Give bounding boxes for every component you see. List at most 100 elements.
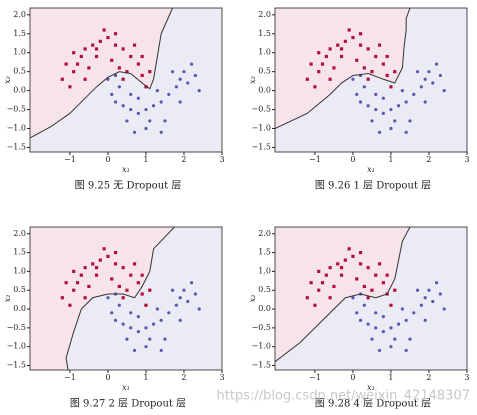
point xyxy=(189,62,194,66)
point xyxy=(72,288,76,292)
point xyxy=(148,337,152,341)
point xyxy=(328,47,332,51)
point xyxy=(381,330,385,334)
point xyxy=(374,326,378,330)
point xyxy=(140,73,144,78)
point xyxy=(442,89,446,93)
point xyxy=(404,100,408,104)
point xyxy=(148,70,152,74)
point xyxy=(132,262,137,266)
decision-boundary xyxy=(275,227,411,363)
point xyxy=(385,273,389,277)
point xyxy=(427,70,431,74)
point xyxy=(366,77,370,81)
point xyxy=(151,104,156,108)
point xyxy=(132,130,137,134)
x-axis-label: x₁ xyxy=(122,383,130,392)
point xyxy=(400,89,404,93)
point xyxy=(431,81,435,85)
point xyxy=(121,266,125,270)
point xyxy=(155,307,159,311)
point xyxy=(106,254,110,258)
point xyxy=(381,62,385,66)
point xyxy=(83,296,87,300)
point xyxy=(431,299,435,304)
point xyxy=(358,32,363,36)
point xyxy=(324,54,328,59)
point xyxy=(178,100,182,104)
point xyxy=(366,266,370,270)
panel: −1 0 1 2 3 −1.5 −1.0 −0.5 0.0 0.5 1.0 1.5 2.0 x₁ x₂ 图 9… xyxy=(3,226,225,410)
point xyxy=(113,318,118,322)
point xyxy=(117,303,121,307)
point xyxy=(358,250,363,255)
point xyxy=(148,288,152,292)
point xyxy=(324,273,328,277)
point xyxy=(178,77,182,81)
point xyxy=(189,281,194,285)
point xyxy=(182,288,186,292)
point xyxy=(148,119,152,123)
point xyxy=(113,100,118,104)
point xyxy=(393,288,397,292)
x-tick-label: 3 xyxy=(219,155,224,164)
x-tick-label: 1 xyxy=(388,155,393,164)
point xyxy=(362,303,366,307)
point xyxy=(79,54,83,59)
point xyxy=(423,77,427,81)
point xyxy=(336,262,340,266)
y-tick-label: 2.0 xyxy=(13,229,26,238)
point xyxy=(159,100,163,104)
point xyxy=(305,296,309,300)
point xyxy=(106,296,110,300)
point xyxy=(438,292,442,296)
point xyxy=(313,303,317,307)
y-axis-label: x₂ xyxy=(3,76,12,84)
point xyxy=(317,51,321,55)
point xyxy=(182,70,186,74)
x-tick-label: 2 xyxy=(181,373,186,382)
caption: 图 9.27 2 层 Dropout 层 xyxy=(70,398,186,410)
point xyxy=(83,47,87,51)
point xyxy=(144,326,148,330)
point xyxy=(396,322,401,326)
point xyxy=(129,54,133,59)
point xyxy=(129,273,133,277)
y-tick-label: −1.5 xyxy=(7,142,26,151)
point xyxy=(186,81,190,85)
point xyxy=(351,77,355,81)
point xyxy=(94,54,99,59)
point xyxy=(332,284,336,289)
y-tick-label: 2.0 xyxy=(13,10,26,19)
y-tick-label: 1.5 xyxy=(13,248,26,257)
point xyxy=(393,70,397,74)
point xyxy=(317,269,321,274)
point xyxy=(125,119,129,123)
point xyxy=(389,85,393,89)
x-axis-label: x₁ xyxy=(367,165,375,174)
caption: 图 9.25 无 Dropout 层 xyxy=(75,180,182,192)
point xyxy=(381,314,385,319)
point xyxy=(159,130,163,134)
x-tick-label: −1 xyxy=(309,373,321,382)
point xyxy=(347,28,351,32)
point xyxy=(423,100,427,104)
point xyxy=(72,70,76,74)
y-tick-label: 1.5 xyxy=(258,29,271,38)
point xyxy=(136,62,140,66)
point xyxy=(317,288,321,292)
point xyxy=(197,89,201,93)
point xyxy=(144,107,148,112)
point xyxy=(313,85,317,89)
axes-frame xyxy=(29,226,223,371)
point xyxy=(377,262,382,266)
point xyxy=(178,296,182,300)
point xyxy=(370,337,374,341)
point xyxy=(151,322,156,326)
point xyxy=(167,92,171,96)
y-tick-label: −0.5 xyxy=(7,323,26,332)
point xyxy=(136,111,140,115)
x-tick-label: 3 xyxy=(464,373,469,382)
point xyxy=(144,85,148,89)
point xyxy=(408,337,412,341)
